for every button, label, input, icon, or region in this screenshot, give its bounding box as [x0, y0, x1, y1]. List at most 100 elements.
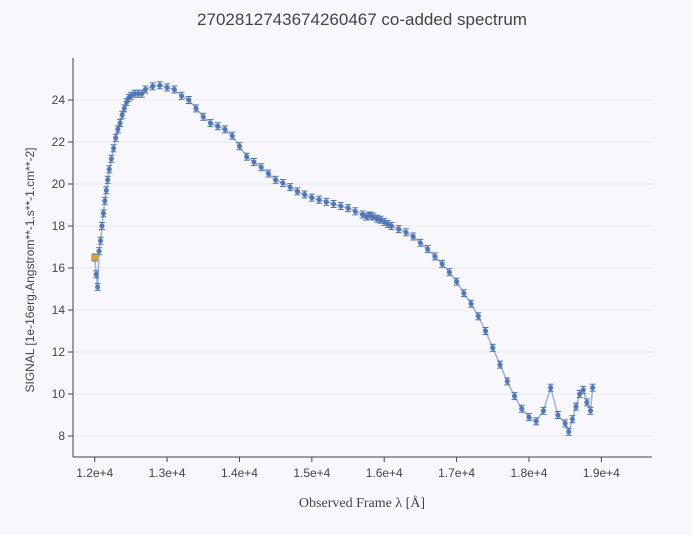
- data-point: [309, 195, 315, 201]
- data-point: [590, 385, 596, 391]
- data-point: [102, 198, 108, 204]
- data-point: [207, 120, 214, 126]
- data-point: [475, 313, 481, 319]
- data-point: [569, 416, 575, 422]
- data-point: [171, 86, 177, 93]
- data-point: [446, 269, 452, 275]
- data-point: [330, 201, 337, 207]
- data-point: [468, 301, 474, 307]
- data-point: [131, 91, 138, 97]
- data-point: [577, 391, 583, 397]
- x-tick-label: 1.9e+4: [583, 466, 620, 480]
- y-tick-label: 8: [58, 429, 65, 443]
- data-point: [157, 82, 163, 88]
- data-point: [100, 210, 106, 216]
- data-point: [142, 86, 148, 93]
- y-tick-label: 14: [52, 303, 66, 317]
- series-points: [91, 81, 596, 436]
- data-point: [482, 328, 489, 334]
- data-point: [490, 345, 496, 351]
- data-point: [119, 112, 125, 118]
- data-point: [139, 91, 145, 97]
- data-point: [121, 105, 127, 111]
- data-point: [511, 393, 518, 399]
- data-point: [215, 123, 221, 129]
- data-point: [519, 406, 525, 412]
- data-point: [548, 385, 554, 391]
- data-point: [497, 362, 503, 368]
- data-point: [316, 197, 322, 203]
- data-point: [388, 223, 395, 229]
- y-axis-label: SIGNAL [1e-16erg.Angstrom**-1.s**-1.cm**…: [23, 148, 37, 393]
- data-point: [345, 205, 351, 211]
- data-point: [439, 261, 445, 267]
- data-point: [396, 226, 402, 232]
- y-tick-label: 16: [52, 261, 66, 275]
- data-point: [229, 133, 235, 139]
- data-point: [323, 199, 329, 205]
- data-point: [410, 233, 416, 240]
- data-point: [302, 191, 308, 198]
- axes: [68, 58, 652, 462]
- data-point: [186, 97, 192, 103]
- data-point: [403, 229, 409, 235]
- y-tick-label: 20: [52, 177, 66, 191]
- data-point: [123, 99, 130, 105]
- data-point: [103, 187, 109, 193]
- data-point: [251, 159, 257, 165]
- grid: [73, 99, 652, 437]
- data-point: [453, 279, 460, 285]
- data-point: [265, 170, 272, 177]
- x-tick-label: 1.5e+4: [293, 466, 330, 480]
- series-line: [93, 84, 594, 435]
- y-tick-label: 24: [52, 93, 66, 107]
- x-tick-label: 1.7e+4: [438, 466, 475, 480]
- data-point: [193, 105, 199, 111]
- data-point: [338, 203, 344, 209]
- chart-title: 2702812743674260467 co-added spectrum: [197, 10, 527, 29]
- data-point: [150, 83, 156, 89]
- data-point: [222, 126, 228, 132]
- x-tick-label: 1.8e+4: [510, 466, 547, 480]
- data-point: [417, 240, 423, 246]
- data-point: [244, 154, 250, 160]
- data-point: [164, 84, 170, 90]
- data-point: [533, 418, 539, 424]
- data-point: [178, 93, 185, 99]
- data-point: [280, 180, 286, 186]
- data-point: [135, 91, 141, 97]
- data-point: [432, 253, 438, 260]
- x-tick-label: 1.4e+4: [221, 466, 258, 480]
- data-point: [96, 248, 102, 254]
- x-tick-label: 1.3e+4: [149, 466, 186, 480]
- data-point: [562, 420, 568, 426]
- data-point: [95, 284, 101, 290]
- data-point: [113, 135, 119, 141]
- highlight-point: [91, 254, 99, 261]
- series-polyline: [93, 84, 594, 435]
- data-point: [258, 164, 264, 170]
- x-axis-label: Observed Frame λ [Å]: [299, 495, 425, 511]
- data-point: [117, 120, 123, 126]
- data-point: [587, 408, 594, 414]
- data-point: [273, 177, 279, 183]
- data-point: [504, 378, 510, 384]
- data-point: [108, 156, 114, 162]
- x-tick-label: 1.6e+4: [366, 466, 403, 480]
- data-point: [93, 271, 99, 277]
- data-point: [555, 412, 561, 418]
- data-point: [294, 188, 300, 194]
- tick-labels: 8 10 12 14 16 18 20 22 24 1.2e+4 1.3e+4 1.4e+4 1.5e+…: [52, 93, 621, 480]
- data-point: [425, 246, 431, 252]
- data-point: [236, 143, 243, 149]
- data-point: [105, 177, 111, 183]
- y-tick-label: 10: [52, 387, 66, 401]
- data-point: [526, 414, 532, 420]
- data-point: [584, 399, 590, 405]
- data-point: [573, 404, 579, 410]
- data-point: [461, 290, 467, 296]
- data-point: [287, 184, 293, 190]
- y-tick-label: 12: [52, 345, 66, 359]
- x-tick-label: 1.2e+4: [76, 466, 113, 480]
